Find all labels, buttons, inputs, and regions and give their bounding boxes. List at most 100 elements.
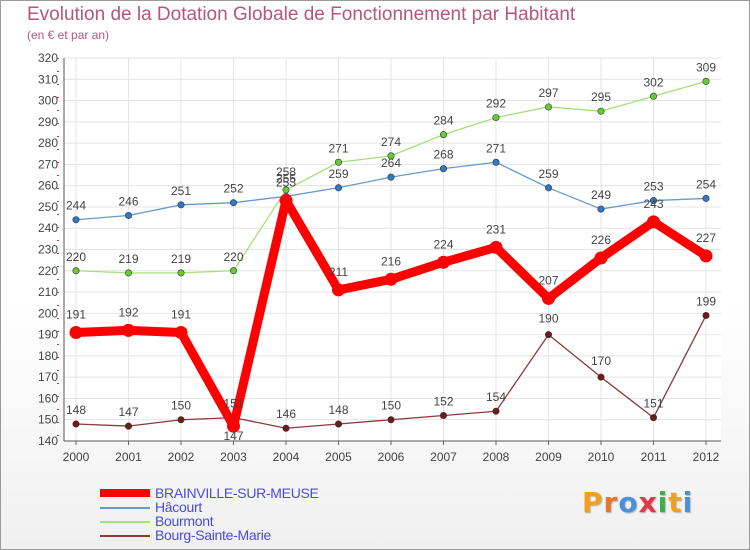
y-tick-label: 320: [38, 51, 58, 65]
data-point-brainville-sur-meuse: [542, 291, 555, 305]
data-point-bourg-sainte-marie: [177, 416, 185, 424]
legend-label-brainville: BRAINVILLE-SUR-MEUSE: [155, 485, 319, 501]
logo-letter: x: [638, 486, 658, 519]
data-point-bourg-sainte-marie: [597, 373, 605, 381]
data-point-bourg-sainte-marie: [649, 414, 657, 422]
data-label-bourmont: 284: [433, 114, 453, 128]
proxiti-logo: Proxiti: [582, 486, 693, 519]
y-tick-label: 190: [38, 328, 58, 342]
data-label-h-court: 259: [538, 167, 558, 181]
data-point-bourg-sainte-marie: [334, 420, 342, 428]
x-tick-label: 2008: [483, 450, 510, 464]
data-label-bourg-sainte-marie: 152: [433, 394, 453, 408]
data-label-bourg-sainte-marie: 146: [276, 407, 296, 421]
chart-subtitle: (en € et par an): [27, 28, 110, 42]
x-tick-label: 2002: [168, 450, 195, 464]
x-tick-label: 2012: [693, 450, 720, 464]
data-label-h-court: 264: [381, 156, 401, 170]
x-tick-label: 2009: [535, 450, 562, 464]
data-label-bourmont: 309: [696, 60, 716, 74]
chart-title: Evolution de la Dotation Globale de Fonc…: [27, 4, 576, 25]
data-label-bourg-sainte-marie: 147: [118, 405, 138, 419]
y-tick-label: 290: [38, 115, 58, 129]
data-label-bourmont: 258: [276, 165, 296, 179]
data-point-bourmont: [649, 92, 657, 100]
data-label-h-court: 255: [276, 171, 296, 185]
y-tick-label: 140: [38, 434, 58, 448]
data-point-bourg-sainte-marie: [702, 311, 710, 319]
data-label-bourg-sainte-marie: 190: [538, 312, 558, 326]
data-label-h-court: 268: [433, 148, 453, 162]
y-tick-label: 170: [38, 370, 58, 384]
data-label-bourg-sainte-marie: 150: [381, 399, 401, 413]
data-point-brainville-sur-meuse: [437, 255, 450, 269]
legend-label-hacourt: Hâcourt: [155, 499, 202, 515]
data-point-h-court: [492, 158, 500, 166]
data-label-h-court: 253: [643, 180, 663, 194]
data-label-bourg-sainte-marie: 148: [66, 403, 86, 417]
data-point-bourmont: [334, 158, 342, 166]
data-point-bourg-sainte-marie: [492, 407, 500, 415]
x-tick-label: 2006: [378, 450, 405, 464]
data-point-h-court: [387, 173, 395, 181]
x-tick-label: 2010: [588, 450, 615, 464]
x-tick-label: 2007: [430, 450, 457, 464]
data-point-bourg-sainte-marie: [439, 411, 447, 419]
x-tick-label: 2005: [325, 450, 352, 464]
logo-letter: r: [603, 486, 619, 519]
data-point-bourmont: [492, 114, 500, 122]
data-label-bourmont: 292: [486, 97, 506, 111]
data-label-brainville-sur-meuse: 191: [171, 307, 191, 321]
data-point-h-court: [177, 201, 185, 209]
y-tick-label: 210: [38, 285, 58, 299]
data-label-brainville-sur-meuse: 231: [486, 222, 506, 236]
data-point-bourmont: [72, 267, 80, 275]
y-tick-label: 220: [38, 264, 58, 278]
logo-letter: P: [582, 486, 604, 519]
data-label-bourmont: 220: [223, 250, 243, 264]
data-point-bourg-sainte-marie: [282, 424, 290, 432]
data-point-h-court: [230, 199, 238, 207]
data-label-h-court: 246: [118, 194, 138, 208]
data-label-brainville-sur-meuse: 227: [696, 231, 716, 245]
data-point-h-court: [597, 205, 605, 213]
y-tick-label: 270: [38, 157, 58, 171]
y-tick-label: 310: [38, 72, 58, 86]
data-label-brainville-sur-meuse: 243: [643, 197, 663, 211]
x-tick-label: 2001: [115, 450, 142, 464]
data-label-bourg-sainte-marie: 170: [591, 354, 611, 368]
data-label-brainville-sur-meuse: 216: [381, 254, 401, 268]
data-point-bourg-sainte-marie: [72, 420, 80, 428]
y-tick-label: 250: [38, 200, 58, 214]
data-label-bourg-sainte-marie: 151: [643, 397, 663, 411]
x-tick-label: 2003: [220, 450, 247, 464]
data-label-bourmont: 295: [591, 90, 611, 104]
data-point-brainville-sur-meuse: [699, 249, 713, 263]
data-point-bourmont: [544, 103, 552, 111]
data-point-h-court: [125, 211, 133, 219]
data-label-bourg-sainte-marie: 199: [696, 294, 716, 308]
data-point-brainville-sur-meuse: [122, 323, 135, 337]
logo-letter: i: [682, 486, 694, 519]
data-label-brainville-sur-meuse: 191: [66, 307, 86, 321]
data-label-h-court: 252: [223, 182, 243, 196]
data-label-brainville-sur-meuse: 147: [223, 429, 243, 443]
data-label-bourg-sainte-marie: 151: [223, 397, 243, 411]
data-point-bourg-sainte-marie: [125, 422, 133, 430]
data-point-brainville-sur-meuse: [332, 283, 345, 297]
data-point-h-court: [544, 184, 552, 192]
logo-letter: i: [657, 486, 669, 519]
data-point-brainville-sur-meuse: [227, 419, 240, 433]
data-point-bourmont: [702, 77, 710, 85]
data-label-brainville-sur-meuse: 224: [433, 237, 453, 251]
y-tick-label: 200: [38, 306, 58, 320]
data-label-bourmont: 219: [171, 252, 191, 266]
data-point-bourmont: [125, 269, 133, 277]
x-tick-label: 2000: [63, 450, 90, 464]
data-label-h-court: 271: [486, 141, 506, 155]
data-label-bourmont: 274: [381, 135, 401, 149]
data-point-brainville-sur-meuse: [489, 240, 503, 254]
logo-letter: t: [668, 486, 683, 519]
data-point-bourmont: [177, 269, 185, 277]
